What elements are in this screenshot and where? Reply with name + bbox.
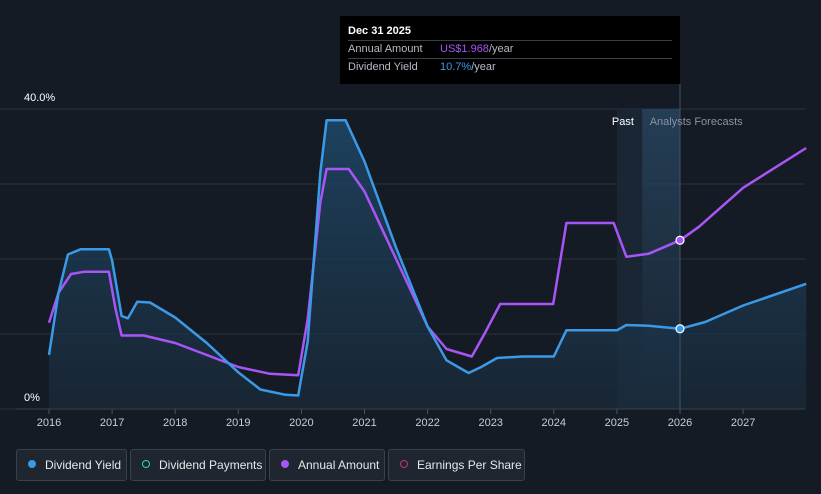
tooltip-label: Dividend Yield [348,61,418,73]
y-axis-max-label: 40.0% [24,92,55,104]
tooltip-label: Annual Amount [348,43,423,55]
dividend-payments-ring-icon [142,460,150,468]
dividend-chart: 40.0% 0% Past Analysts Forecasts 2016 201… [0,84,807,429]
tooltip-value: US$1.968 [440,43,489,55]
dividend-yield-marker [675,324,685,334]
x-tick-label: 2017 [100,417,124,429]
annual-amount-line [47,146,807,377]
dividend-yield-area [49,120,807,410]
x-tick-label: 2024 [542,417,566,429]
legend-dividend-payments[interactable]: Dividend Payments [130,449,266,481]
legend-label: Earnings Per Share [417,458,522,472]
tooltip-row-dividend-yield: Dividend Yield 10.7%/year [348,58,672,76]
x-tick-label: 2021 [352,417,376,429]
x-tick-label: 2020 [289,417,313,429]
earnings-per-share-ring-icon [400,460,408,468]
x-tick-label: 2025 [605,417,629,429]
dividend-yield-dot-icon [28,460,36,468]
y-axis-min-label: 0% [24,392,40,404]
x-tick-label: 2016 [37,417,61,429]
dividend-yield-line [47,119,807,397]
legend-earnings-per-share[interactable]: Earnings Per Share [388,449,525,481]
x-tick-label: 2019 [226,417,250,429]
tooltip: Dec 31 2025 Annual Amount US$1.968/year D… [340,16,680,84]
analysts-forecasts-label: Analysts Forecasts [650,116,743,128]
x-axis-ticks: 2016 2017 2018 2019 2020 2021 2022 2023 2024 2025… [37,409,755,429]
x-tick-label: 2018 [163,417,187,429]
tooltip-unit: /year [471,61,496,73]
legend-annual-amount[interactable]: Annual Amount [269,449,385,481]
tooltip-row-annual-amount: Annual Amount US$1.968/year [348,40,672,58]
legend-dividend-yield[interactable]: Dividend Yield [16,449,127,481]
x-tick-label: 2027 [731,417,755,429]
annual-amount-dot-icon [281,460,289,468]
tooltip-unit: /year [488,43,514,55]
past-label: Past [612,116,634,128]
legend-label: Dividend Payments [159,458,263,472]
x-tick-label: 2022 [415,417,439,429]
x-tick-label: 2023 [478,417,502,429]
x-tick-label: 2026 [668,417,692,429]
tooltip-date: Dec 31 2025 [348,25,411,37]
legend-label: Annual Amount [298,458,380,472]
tooltip-value: 10.7% [440,61,472,73]
annual-amount-marker [675,235,685,245]
legend-label: Dividend Yield [45,458,122,472]
